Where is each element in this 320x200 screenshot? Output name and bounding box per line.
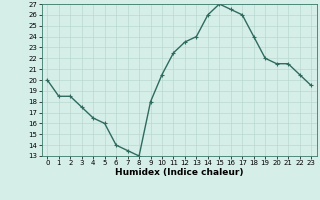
X-axis label: Humidex (Indice chaleur): Humidex (Indice chaleur) (115, 168, 244, 177)
